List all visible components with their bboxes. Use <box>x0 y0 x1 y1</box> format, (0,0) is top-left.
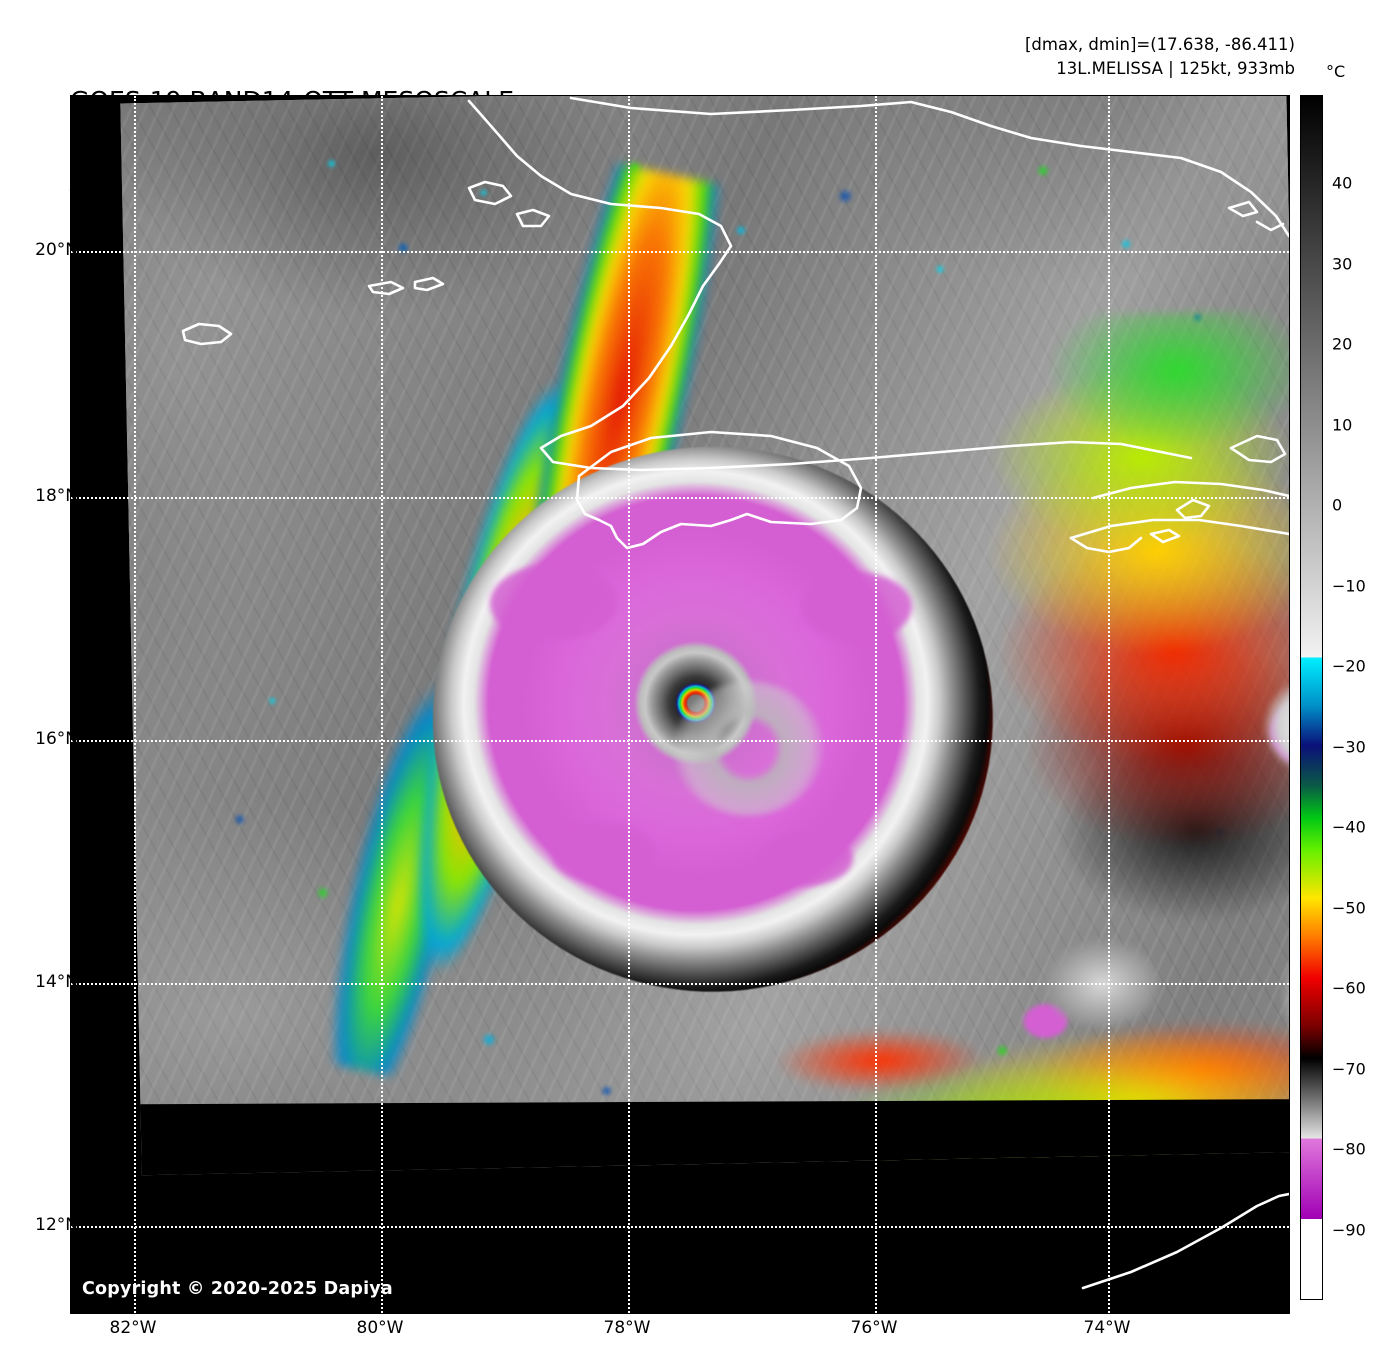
gridline-lat-14 <box>71 983 1289 985</box>
tick-label-lat-18: 18°N <box>35 486 78 506</box>
satellite-data-sector <box>120 96 1289 1176</box>
gridline-lat-16 <box>71 740 1289 742</box>
tick-label-lon-82: 82°W <box>109 1318 157 1338</box>
colorbar-tick-m50: −50 <box>1332 898 1366 918</box>
tick-label-lat-20: 20°N <box>35 240 78 260</box>
colorbar-tick-m20: −20 <box>1332 656 1366 676</box>
colorbar-unit-label: °C <box>1326 62 1346 81</box>
gridline-lon-82 <box>134 96 136 1313</box>
colorbar-tick-0: 0 <box>1332 495 1343 515</box>
metadata-block: [dmax, dmin]=(17.638, -86.411) 13L.MELIS… <box>1025 33 1295 81</box>
colorbar-tick-40: 40 <box>1332 173 1353 193</box>
copyright-label: Copyright © 2020-2025 Dapiya <box>82 1279 393 1299</box>
colorbar-tick-m10: −10 <box>1332 576 1366 596</box>
tick-label-lon-76: 76°W <box>850 1318 898 1338</box>
colorbar-tick-m40: −40 <box>1332 817 1366 837</box>
tick-label-lon-80: 80°W <box>356 1318 404 1338</box>
gridline-lon-74 <box>1108 96 1110 1313</box>
tick-label-lat-12: 12°N <box>35 1215 78 1235</box>
storm-info-label: 13L.MELISSA | 125kt, 933mb <box>1056 58 1295 78</box>
tick-label-lon-78: 78°W <box>603 1318 651 1338</box>
gridline-lat-12 <box>71 1226 1289 1228</box>
gridline-lat-18 <box>71 497 1289 499</box>
tick-label-lat-16: 16°N <box>35 729 78 749</box>
colorbar-tick-30: 30 <box>1332 254 1353 274</box>
colorbar-gradient <box>1301 96 1322 1299</box>
no-data-region <box>120 1098 1289 1176</box>
colorbar-tick-m90: −90 <box>1332 1220 1366 1240</box>
satellite-image-plot[interactable] <box>70 95 1290 1314</box>
tick-label-lon-74: 74°W <box>1083 1318 1131 1338</box>
colorbar-tick-m60: −60 <box>1332 978 1366 998</box>
gridline-lon-80 <box>381 96 383 1313</box>
dmax-dmin-label: [dmax, dmin]=(17.638, -86.411) <box>1025 35 1295 54</box>
colorbar-tick-m70: −70 <box>1332 1059 1366 1079</box>
colorbar-tick-10: 10 <box>1332 415 1353 435</box>
colorbar-tick-m80: −80 <box>1332 1139 1366 1159</box>
colorbar-tick-20: 20 <box>1332 334 1353 354</box>
coastline-honduras <box>1081 1192 1289 1290</box>
gridline-lon-76 <box>875 96 877 1313</box>
gridline-lat-20 <box>71 251 1289 253</box>
tick-label-lat-14: 14°N <box>35 972 78 992</box>
temperature-colorbar[interactable] <box>1300 95 1323 1300</box>
colorbar-tick-m30: −30 <box>1332 737 1366 757</box>
gridline-lon-78 <box>628 96 630 1313</box>
southern-overshooting-cells <box>1001 900 1266 1106</box>
